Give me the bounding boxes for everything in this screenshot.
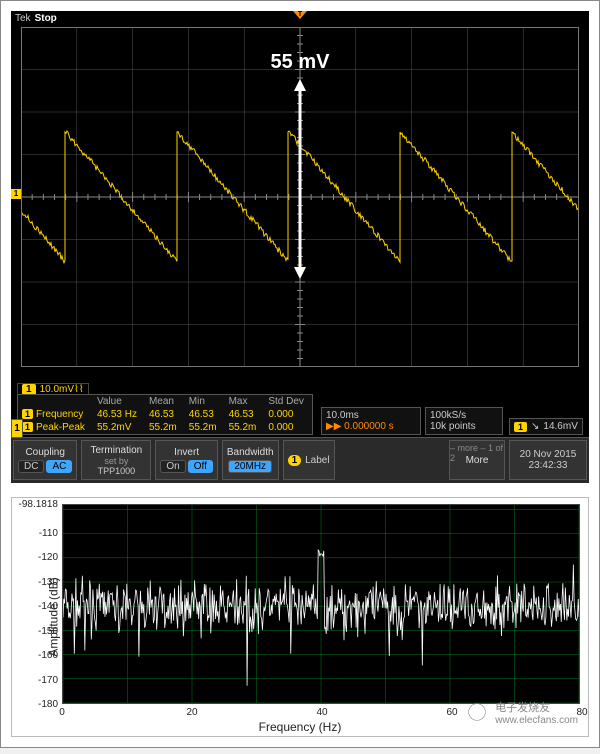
ch1-ground-marker: 1 — [11, 189, 21, 199]
coupling-opts-ac[interactable]: AC — [46, 460, 72, 473]
brand-label: Tek — [15, 13, 31, 24]
invert-button[interactable]: Invert OnOff — [155, 440, 218, 480]
fft-chart: Amplitude (dB) -98.1818-110-120-130-140-… — [11, 497, 589, 737]
menu-channel-tab[interactable]: 1 — [11, 419, 23, 437]
oscilloscope-screenshot: Tek Stop T 1 55 mV 1 10.0mV⌇⌇ — [11, 11, 589, 483]
label-button[interactable]: 1Label — [283, 440, 335, 480]
svg-text:T: T — [298, 11, 303, 18]
page-container: Tek Stop T 1 55 mV 1 10.0mV⌇⌇ — [0, 0, 600, 748]
scope-annotation-text: 55 mV — [271, 51, 330, 74]
termination-button[interactable]: Termination set by TPP1000 — [81, 440, 151, 480]
watermark-url: www.elecfans.com — [495, 715, 578, 726]
invert-opts-on[interactable]: On — [160, 460, 185, 473]
bottom-menu-bar: Coupling DCAC Termination set by TPP1000… — [11, 437, 589, 483]
scope-header: Tek Stop — [15, 13, 57, 24]
trigger-position-marker: T — [293, 11, 307, 22]
trigger-readout: 1 ↘ 14.6mV — [509, 418, 583, 435]
scope-annotation-arrow — [290, 79, 310, 279]
acquisition-readout: 100kS/s 10k points — [425, 407, 503, 435]
watermark-cn: 电子发烧友 — [495, 699, 578, 715]
fft-x-axis-label: Frequency (Hz) — [259, 720, 342, 734]
datetime-readout: 20 Nov 2015 23:42:33 — [509, 440, 587, 480]
fft-y-axis-label: Amplitude (dB) — [47, 577, 61, 656]
more-button[interactable]: – more – 1 of 2 More — [449, 440, 505, 480]
trigger-icon: T — [293, 11, 307, 19]
timebase-readout: 10.0ms ▶▶ 0.000000 s — [321, 407, 421, 435]
fft-plot-area — [62, 504, 580, 704]
measurement-table: ValueMeanMinMaxStd Dev1Frequency46.53 Hz… — [17, 394, 313, 435]
watermark-logo-icon — [463, 698, 491, 726]
run-state: Stop — [35, 13, 57, 24]
watermark: 电子发烧友 www.elecfans.com — [463, 698, 578, 726]
coupling-button[interactable]: Coupling DCAC — [13, 440, 77, 480]
invert-opts-off[interactable]: Off — [188, 460, 213, 473]
coupling-opts-dc[interactable]: DC — [18, 460, 44, 473]
bandwidth-button[interactable]: Bandwidth 20MHz — [222, 440, 279, 480]
